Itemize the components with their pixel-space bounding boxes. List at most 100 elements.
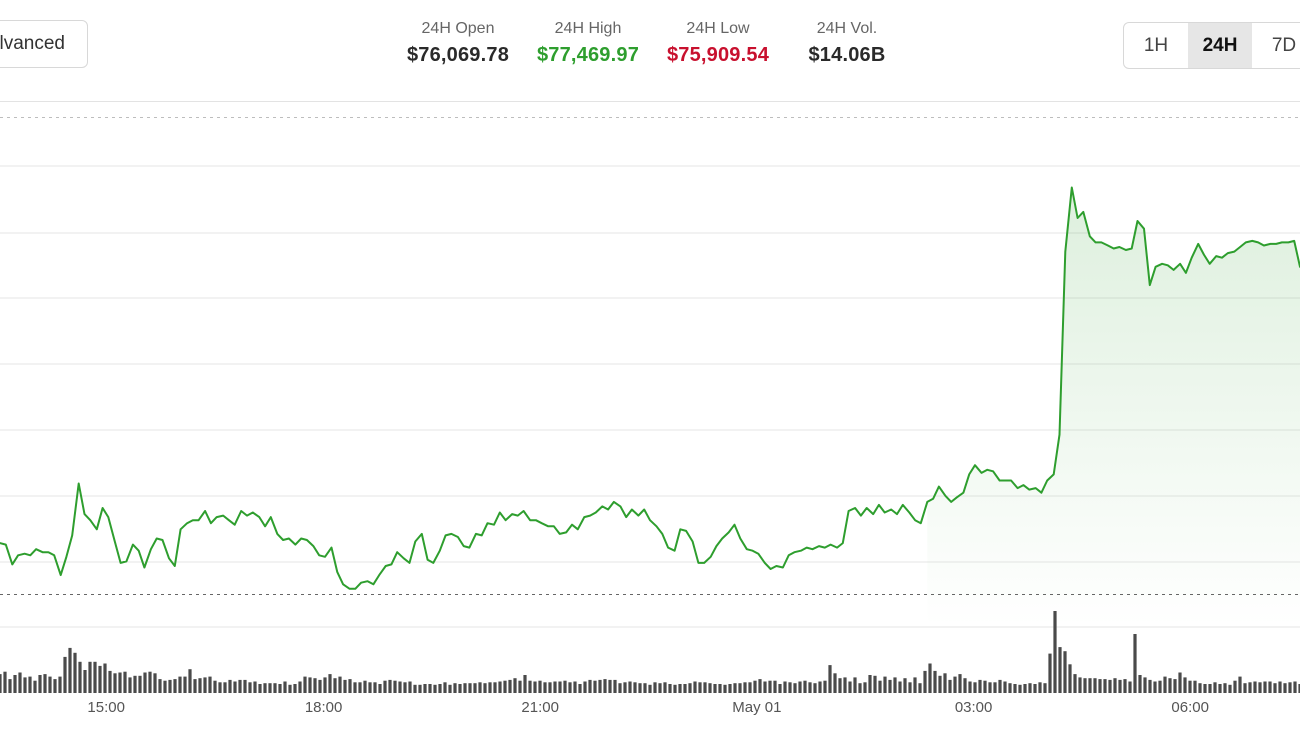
volume-bar <box>663 682 667 693</box>
volume-bar <box>108 670 112 693</box>
volume-bar <box>1053 611 1057 693</box>
volume-bar <box>1023 684 1027 693</box>
range-button-7d[interactable]: 7D <box>1252 23 1300 68</box>
volume-bar <box>1203 684 1207 693</box>
volume-bar <box>253 681 257 693</box>
volume-bar <box>1098 679 1102 693</box>
volume-bar <box>1298 684 1300 693</box>
volume-bar <box>133 675 137 693</box>
volume-bar <box>898 681 902 693</box>
range-label-1h: 1H <box>1143 34 1169 56</box>
volume-bar <box>273 683 277 693</box>
volume-bar <box>708 683 712 693</box>
volume-bar <box>983 680 987 693</box>
volume-bar <box>78 661 82 693</box>
volume-bar <box>1248 682 1252 693</box>
volume-bar <box>268 683 272 693</box>
volume-bar <box>1033 684 1037 693</box>
volume-bar <box>568 682 572 693</box>
volume-bar <box>823 680 827 693</box>
volume-bar <box>218 682 222 693</box>
volume-bar <box>628 681 632 693</box>
volume-bar <box>38 675 42 693</box>
volume-bar <box>138 675 142 693</box>
volume-bar <box>648 684 652 693</box>
volume-bar <box>258 684 262 693</box>
volume-bar <box>398 681 402 693</box>
volume-bar <box>1188 680 1192 693</box>
volume-bar <box>183 676 187 693</box>
volume-bar <box>63 656 67 693</box>
volume-bar <box>178 676 182 693</box>
volume-bar <box>863 682 867 693</box>
volume-bar <box>688 683 692 693</box>
volume-bar <box>288 684 292 693</box>
volume-bar <box>653 682 657 693</box>
volume-bar <box>1083 678 1087 693</box>
volume-bar <box>683 684 687 693</box>
volume-bar <box>173 679 177 693</box>
volume-bar <box>558 681 562 693</box>
volume-bar <box>1213 682 1217 693</box>
volume-bar <box>1133 634 1137 693</box>
volume-bar <box>448 684 452 693</box>
volume-bar <box>1183 677 1187 693</box>
volume-bar <box>768 680 772 693</box>
volume-bar <box>208 676 212 693</box>
volume-bar <box>828 665 832 693</box>
volume-bar <box>673 684 677 693</box>
volume-bar <box>438 684 442 693</box>
volume-bar <box>238 679 242 693</box>
volume-bar <box>778 684 782 693</box>
range-button-24h[interactable]: 24H <box>1188 23 1252 68</box>
volume-bar <box>68 647 72 693</box>
volume-bar <box>193 679 197 693</box>
volume-bar <box>958 674 962 693</box>
volume-bar <box>43 674 47 693</box>
volume-bar <box>313 678 317 693</box>
volume-bar <box>513 678 517 693</box>
volume-bar <box>773 680 777 693</box>
volume-bar <box>1178 672 1182 693</box>
volume-bar <box>1018 684 1022 693</box>
volume-bar <box>243 679 247 693</box>
volume-bar <box>1143 677 1147 693</box>
volume-bar <box>598 679 602 693</box>
volume-bar <box>1258 682 1262 693</box>
x-tick-label: 06:00 <box>1171 699 1209 716</box>
volume-bar <box>73 652 77 693</box>
volume-bar <box>893 677 897 693</box>
volume-bar <box>198 678 202 693</box>
volume-bar <box>298 681 302 693</box>
volume-bar <box>803 680 807 693</box>
volume-bar <box>1268 681 1272 693</box>
range-button-1h[interactable]: 1H <box>1124 23 1188 68</box>
volume-bar <box>978 679 982 693</box>
price-area-fill <box>927 187 1300 627</box>
volume-bar <box>403 682 407 693</box>
volume-bar <box>553 681 557 693</box>
stat-24h-open: 24H Open $76,069.78 <box>398 20 518 67</box>
x-tick-label: 21:00 <box>521 699 559 716</box>
volume-bar <box>923 670 927 693</box>
volume-bar <box>333 678 337 693</box>
volume-bar <box>1073 674 1077 693</box>
volume-bar <box>1113 678 1117 693</box>
volume-bar <box>128 677 132 693</box>
volume-bar <box>728 684 732 693</box>
volume-bar <box>1153 681 1157 693</box>
volume-bar <box>1043 683 1047 693</box>
volume-bar <box>248 682 252 693</box>
volume-bar <box>293 684 297 693</box>
volume-bar <box>433 684 437 693</box>
volume-bar <box>323 677 327 693</box>
volume-bar <box>543 682 547 693</box>
volume-bar <box>853 677 857 693</box>
volume-bar <box>228 679 232 693</box>
volume-bar <box>1243 683 1247 693</box>
volume-bar <box>1128 681 1132 693</box>
volume-bar <box>1063 651 1067 693</box>
volume-bar <box>143 672 147 693</box>
volume-bar <box>968 681 972 693</box>
advanced-chart-button[interactable]: lvanced <box>0 20 88 68</box>
